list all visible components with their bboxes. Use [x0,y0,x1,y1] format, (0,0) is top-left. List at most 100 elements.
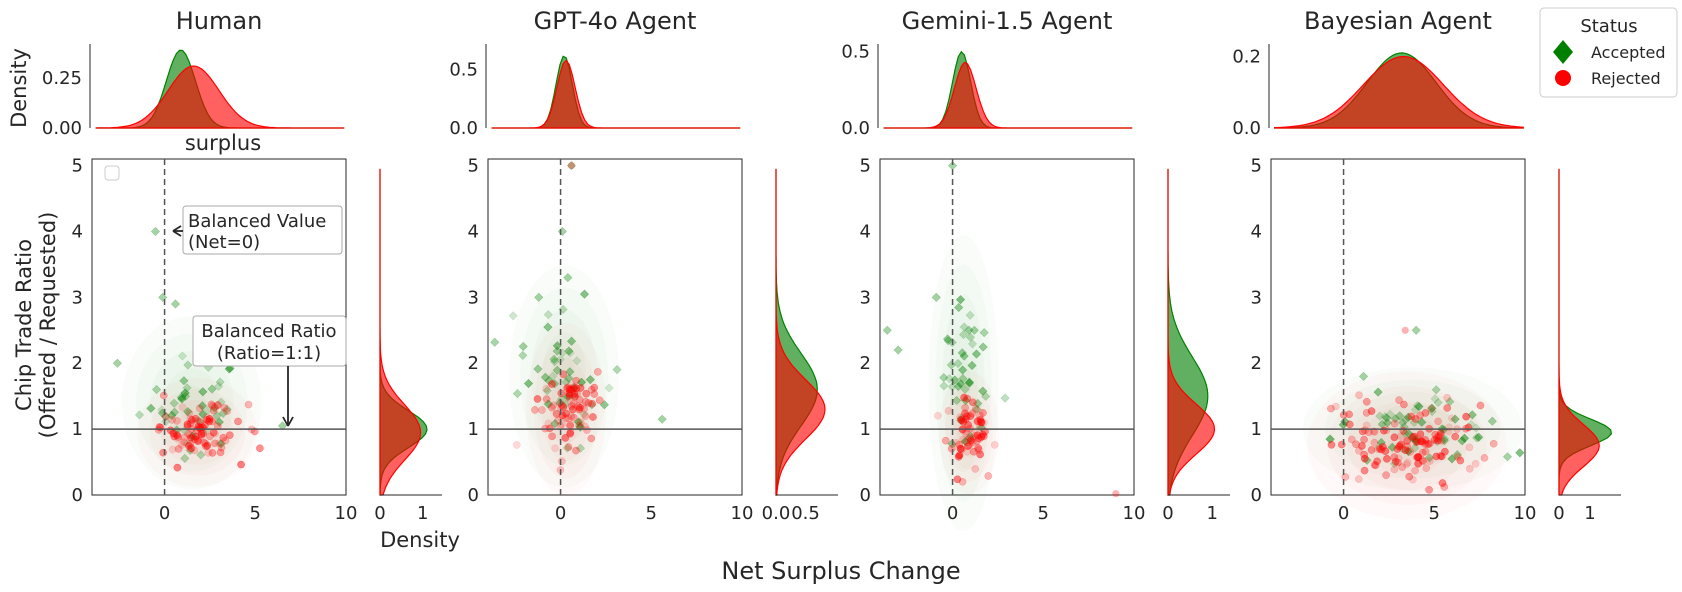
panel-4-accepted-point [1450,414,1460,424]
panel-3-accepted-point [965,310,975,320]
panel-4-rejected-point [1431,430,1440,439]
panel-2-accepted-outlier [557,226,568,237]
panel-1-y-tick-label: 2 [72,353,83,374]
panel-2-accepted-point [604,383,614,393]
legend-rejected-label: Rejected [1591,69,1661,88]
panel-4-rejected-point [1437,436,1446,445]
panel-3-rejected-outlier [956,451,964,460]
panel-2-rejected-point [579,401,587,410]
panel-4-rejected-point [1413,437,1422,446]
panel-3-accepted-point [972,404,982,414]
panel-1-rejected-point [169,429,178,438]
panel-3-accepted-point [959,322,969,332]
panel-3-rejected-point [973,417,982,425]
panel-2-rejected-point [569,383,578,391]
panel-1-accepted-outlier [170,299,181,309]
panel-4-accepted-point [1376,437,1386,448]
panel-4-accepted-point [1380,412,1390,422]
panel-3-rejected-point [974,444,982,452]
panel-4-rejected-point [1443,404,1452,412]
panel-4-rejected-point [1453,453,1462,461]
panel-4-rejected-point [1471,459,1480,468]
panel-2-accepted-point [572,356,582,366]
panel-4-accepted-point [1430,394,1440,404]
panel-4-rejected-point [1418,437,1427,446]
panel-4-rejected-point [1352,440,1360,449]
panel-2-rejected-point [581,412,590,420]
panel-4-rejected-point [1421,409,1430,417]
panel-2-rejected-point [581,422,589,431]
panel-2-accepted-outlier [534,292,544,302]
legend-rejected-circle [1555,70,1571,86]
panel-4-accepted-point [1427,406,1437,417]
panel-3-rejected-point [947,444,956,453]
panel-4-rejected-point [1409,432,1418,441]
panel-4-rejected-point [1403,442,1412,451]
panel-3-rejected-point [955,451,964,460]
panel-1-accepted-point [160,411,171,422]
panel-2-rejected-point [573,389,582,398]
panel-4-rejected-point [1422,464,1431,473]
panel-2-accepted-point [579,409,589,419]
panel-4-accepted-outlier [1487,416,1497,426]
panel-2-accepted-point [490,337,500,347]
panel-1-accepted-outlier [277,421,288,431]
panel-4-rejected-point [1418,456,1427,465]
panel-2-y-tick-label: 0 [468,485,479,506]
panel-4-rejected-point [1400,400,1408,409]
panel-2-accepted-point [544,376,554,386]
panel-2-y-tick-label: 5 [468,156,479,177]
panel-4-accepted-point [1439,436,1449,446]
panel-4-rejected-points [1327,326,1498,494]
balanced-value-annotation: Balanced Value (Net=0) [172,205,343,255]
panel-4-main-axes [1270,158,1526,496]
panel-3-right-tick-label: 0 [1162,503,1173,524]
panel-2-accepted-point [587,400,597,410]
panel-1-rejected-point [159,391,168,400]
panel-1-rejected-point [219,433,228,442]
panel-3-right-tick-label: 1 [1207,503,1218,524]
panel-4-accepted-point [1411,435,1421,445]
panel-3-rejected-point [966,412,975,421]
balanced-value-line1: Balanced Value [188,211,326,232]
panel-4-rejected-point [1476,401,1485,410]
panel-2-accepted-point [612,364,622,375]
panel-3-rejected-point [971,465,980,473]
panel-4-accepted-point [1407,433,1418,443]
panel-1-rejected-point [208,401,217,410]
panel-1-rejected-point [217,443,226,452]
panel-1-rejected-point [173,431,181,439]
panel-2-rejected-point [589,413,597,421]
panel-3-accepted-point [978,386,988,396]
panel-2-rejected-point [565,391,574,400]
panel-2-accepted-outlier [566,160,577,171]
panel-4-rejected-point [1412,438,1421,447]
panel-3-rejected-outlier [1112,490,1120,498]
panel-4-x-tick-label: 5 [1429,503,1440,524]
panel-2-rejected-point [562,409,570,418]
panel-2-rejected-point [548,432,556,441]
panel-4-rejected-point [1414,459,1422,468]
panel-1-rejected-point [194,422,203,431]
panel-4-rejected-point [1405,472,1414,481]
panel-4-rejected-point [1362,421,1371,430]
panel-3-rejected-point [962,412,971,420]
panel-4-rejected-point [1345,420,1354,429]
panel-3-accepted-point [956,379,966,389]
panel-4-rejected-point [1421,436,1430,444]
panel-4-rejected-point [1425,485,1433,494]
panel-4-rejected-point [1399,426,1408,435]
panel-3-rejected-point [954,452,963,461]
panel-4-accepted-point [1385,409,1395,419]
panel-3-rejected-point [963,394,972,403]
panel-4-rejected-point [1370,427,1379,436]
panel-2-rejected-point [576,418,585,427]
panel-4-rejected-point [1408,433,1417,441]
panel-4-y-tick-label: 1 [1251,419,1262,440]
panel-2-rejected-point [567,412,576,421]
panel-2-rejected-point [542,384,551,393]
panel-3-rejected-point [968,398,977,407]
panel-4-accepted-point [1502,452,1513,462]
panel-4-rejected-point [1489,439,1498,448]
